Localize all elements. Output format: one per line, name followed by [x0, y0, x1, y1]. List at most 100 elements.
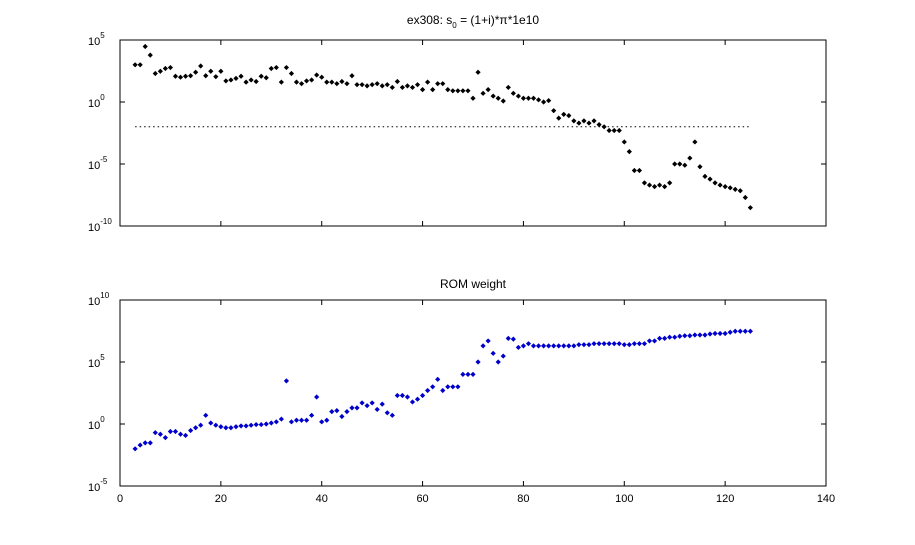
- bottom-data-point: [702, 332, 708, 338]
- top-data-point: [505, 84, 511, 91]
- bottom-data-point: [253, 421, 259, 428]
- top-data-point: [188, 73, 194, 79]
- top-data-point: [263, 75, 269, 81]
- bottom-data-point: [556, 343, 562, 349]
- bottom-chart-title: ROM weight: [440, 277, 507, 291]
- bottom-data-point: [263, 421, 269, 427]
- top-data-point: [460, 88, 466, 94]
- top-data-point: [172, 73, 179, 79]
- bottom-data-point: [384, 410, 390, 416]
- top-data-point: [576, 120, 582, 126]
- bottom-data-point: [581, 342, 587, 348]
- top-data-point: [606, 127, 612, 134]
- bottom-data-point: [465, 371, 471, 377]
- top-data-point: [561, 111, 567, 117]
- bottom-data-point: [672, 334, 678, 340]
- bottom-data-point: [656, 335, 663, 342]
- top-data-point: [364, 83, 370, 89]
- bottom-data-point: [732, 328, 738, 334]
- bottom-data-point: [677, 333, 683, 339]
- top-data-point: [500, 98, 506, 104]
- top-data-point: [440, 81, 446, 87]
- bottom-data-point: [218, 424, 224, 430]
- top-data-point: [132, 62, 138, 68]
- top-data-point: [677, 161, 683, 167]
- top-data-point: [303, 78, 310, 84]
- top-data-point: [450, 88, 456, 94]
- top-data-point: [399, 84, 405, 91]
- top-data-point: [258, 73, 264, 79]
- bottom-data-point: [530, 343, 537, 349]
- bottom-data-point: [258, 421, 264, 428]
- top-data-point: [298, 81, 305, 87]
- top-data-point: [152, 70, 158, 77]
- top-data-point: [485, 87, 491, 93]
- bottom-data-point: [172, 428, 179, 435]
- bottom-data-point: [662, 335, 668, 342]
- bottom-data-point: [319, 419, 325, 425]
- top-data-point: [137, 62, 143, 68]
- top-data-point: [344, 81, 350, 87]
- top-data-point: [404, 83, 411, 89]
- bottom-data-point: [495, 359, 501, 365]
- top-data-point: [425, 79, 431, 85]
- top-data-point: [253, 78, 259, 85]
- top-data-point: [551, 108, 557, 114]
- bottom-data-point: [339, 413, 345, 420]
- top-data-point: [631, 167, 637, 174]
- top-data-point: [208, 68, 214, 74]
- top-data-point: [329, 79, 335, 85]
- bottom-data-point: [450, 384, 456, 390]
- top-data-point: [480, 90, 486, 96]
- top-data-point: [667, 180, 673, 186]
- top-ytick-label: 100: [88, 93, 105, 110]
- bottom-data-point: [591, 341, 597, 347]
- top-data-point: [581, 118, 587, 124]
- top-data-point: [712, 180, 718, 186]
- bottom-data-point: [147, 440, 153, 446]
- bottom-data-point: [571, 343, 577, 349]
- top-data-point: [314, 72, 320, 78]
- bottom-data-point: [329, 409, 335, 415]
- bottom-data-point: [364, 403, 370, 409]
- top-data-point: [213, 74, 219, 80]
- bottom-data-point: [394, 392, 400, 399]
- bottom-data-point: [344, 409, 350, 415]
- top-data-point: [651, 184, 658, 190]
- top-data-point: [510, 90, 516, 96]
- bottom-data-point: [551, 343, 557, 349]
- top-data-point: [687, 155, 693, 161]
- bottom-data-point: [667, 334, 673, 340]
- top-data-point: [697, 164, 703, 170]
- top-data-point: [742, 194, 748, 201]
- top-data-point: [571, 118, 577, 124]
- bottom-data-point: [268, 420, 274, 426]
- top-data-point: [682, 162, 688, 168]
- bottom-data-point: [455, 384, 461, 390]
- bottom-data-point: [722, 330, 728, 337]
- top-data-point: [283, 64, 290, 71]
- bottom-data-point: [228, 425, 234, 431]
- top-data-point: [334, 81, 340, 87]
- bottom-data-point: [430, 384, 436, 390]
- bottom-data-point: [480, 343, 486, 349]
- bottom-data-point: [198, 422, 204, 428]
- bottom-data-point: [379, 401, 385, 407]
- top-data-point: [182, 73, 189, 79]
- top-data-point: [692, 139, 698, 145]
- bottom-data-point: [535, 343, 542, 349]
- bottom-data-point: [611, 341, 617, 347]
- top-data-point: [223, 78, 229, 84]
- bottom-data-point: [349, 405, 355, 411]
- top-data-point: [546, 97, 552, 104]
- top-data-point: [732, 186, 738, 192]
- top-data-point: [319, 74, 325, 80]
- top-data-point: [646, 182, 653, 188]
- top-data-point: [354, 82, 360, 88]
- bottom-ytick-label: 105: [88, 353, 105, 370]
- top-chart-title: ex308: s0 = (1+i)*π*1e10: [407, 13, 539, 30]
- bottom-data-point: [409, 399, 416, 405]
- bottom-data-point: [369, 400, 375, 406]
- top-data-point: [349, 73, 355, 79]
